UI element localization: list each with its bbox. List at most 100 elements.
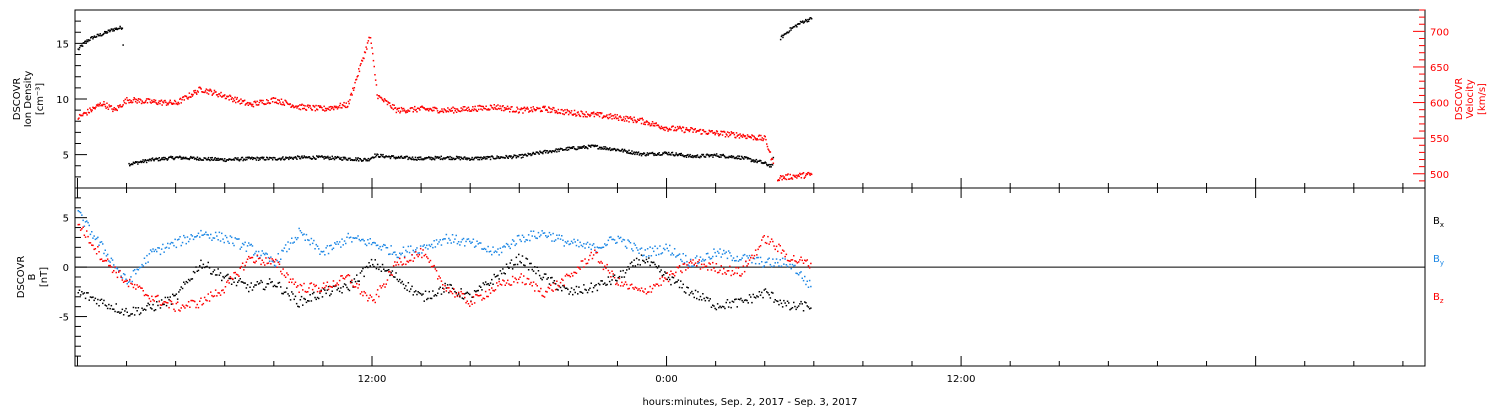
velocity-point-329 (319, 105, 322, 107)
ion-density-point-463 (423, 158, 425, 160)
bz-point-58 (148, 297, 151, 300)
velocity-point-555 (486, 108, 488, 111)
velocity-point-744 (625, 115, 627, 118)
bx-point-364 (524, 264, 526, 267)
ion-density-point-878 (729, 156, 731, 158)
velocity-point-872 (719, 133, 722, 135)
ion-density-point-876 (727, 157, 730, 159)
velocity-point-578 (503, 109, 505, 112)
ion-density-point-89 (148, 160, 150, 162)
bx-point-246 (379, 266, 381, 268)
velocity-point-391 (365, 46, 367, 48)
velocity-point-923 (757, 139, 759, 141)
bz-point-406 (575, 272, 578, 274)
bz-point-262 (399, 257, 401, 260)
bz-point-122 (227, 279, 229, 282)
bx-point-310 (457, 293, 460, 295)
ion-density-point-970 (803, 21, 805, 23)
bz-point-550 (752, 257, 754, 259)
by-point-167 (282, 250, 284, 252)
by-point-139 (248, 242, 250, 244)
by-point-27 (110, 257, 113, 260)
by-point-406 (575, 244, 578, 247)
by-point-551 (753, 257, 756, 260)
ion-density-point-303 (305, 156, 308, 158)
bx-point-17 (98, 305, 100, 307)
by-point-389 (554, 239, 557, 241)
ion-density-point-757 (640, 152, 642, 155)
ion-density-point-798 (670, 154, 672, 156)
by-point-290 (433, 240, 435, 242)
velocity-point-749 (629, 117, 631, 119)
ion-density-point-81 (142, 159, 144, 161)
bz-point-278 (418, 254, 421, 256)
bx-point-252 (386, 269, 389, 272)
velocity-point-383 (359, 64, 361, 67)
velocity-point-658 (562, 113, 564, 115)
by-point-255 (390, 245, 392, 247)
by-point-127 (233, 244, 235, 247)
velocity-point-66 (126, 97, 128, 99)
bx-point-336 (489, 282, 492, 284)
bx-point-75 (169, 296, 171, 298)
bz-point-325 (476, 294, 478, 296)
velocity-point-141 (181, 98, 183, 101)
bz-point-177 (294, 281, 297, 283)
bx-point-178 (295, 302, 298, 305)
ion-density-point-8 (83, 42, 85, 44)
bz-point-211 (336, 282, 338, 284)
bz-point-359 (518, 278, 520, 280)
velocity-point-306 (302, 104, 305, 107)
ion-density-point-620 (539, 150, 541, 152)
velocity-point-345 (331, 106, 333, 108)
by-point-283 (424, 246, 427, 249)
velocity-point-427 (391, 104, 394, 106)
top-left-tick-label: 15 (56, 39, 69, 50)
ion-density-point-373 (357, 157, 359, 159)
ion-density-point-580 (509, 156, 512, 158)
bx-point-49 (137, 307, 140, 309)
by-point-138 (246, 245, 249, 247)
bz-point-456 (637, 289, 639, 291)
ion-density-point-334 (328, 158, 331, 161)
velocity-point-860 (710, 130, 713, 132)
bx-point-539 (739, 298, 741, 301)
bz-point-60 (151, 295, 153, 298)
bx-point-72 (165, 304, 168, 307)
bz-point-17 (98, 251, 100, 253)
by-point-519 (714, 251, 716, 254)
velocity-point-724 (610, 115, 613, 117)
velocity-point-560 (489, 104, 492, 107)
by-point-243 (375, 244, 378, 247)
ion-density-point-652 (562, 149, 565, 151)
bz-point-356 (514, 277, 516, 279)
bx-point-385 (550, 277, 552, 279)
bz-point-548 (750, 257, 752, 259)
by-point-496 (686, 260, 688, 263)
velocity-point-531 (468, 108, 470, 111)
velocity-point-875 (721, 134, 724, 136)
ion-density-point-217 (242, 159, 244, 162)
bz-point-302 (448, 287, 450, 289)
velocity-point-855 (707, 133, 709, 135)
ion-density-point-920 (760, 160, 762, 162)
velocity-point-829 (687, 129, 690, 131)
bz-point-385 (550, 284, 552, 286)
ion-density-point-46 (111, 28, 113, 30)
velocity-point-695 (589, 115, 591, 118)
by-point-126 (232, 242, 234, 245)
by-point-113 (216, 235, 218, 237)
by-point-109 (211, 239, 213, 241)
velocity-point-525 (464, 106, 466, 108)
bx-point-569 (775, 300, 778, 302)
bx-point-85 (181, 287, 184, 290)
by-point-526 (723, 249, 725, 252)
velocity-point-30 (99, 102, 101, 104)
velocity-point-901 (740, 134, 743, 137)
by-point-392 (558, 234, 560, 236)
by-point-114 (217, 239, 219, 241)
bx-point-31 (115, 303, 117, 305)
ion-density-point-366 (352, 159, 354, 162)
bx-point-398 (565, 287, 568, 289)
